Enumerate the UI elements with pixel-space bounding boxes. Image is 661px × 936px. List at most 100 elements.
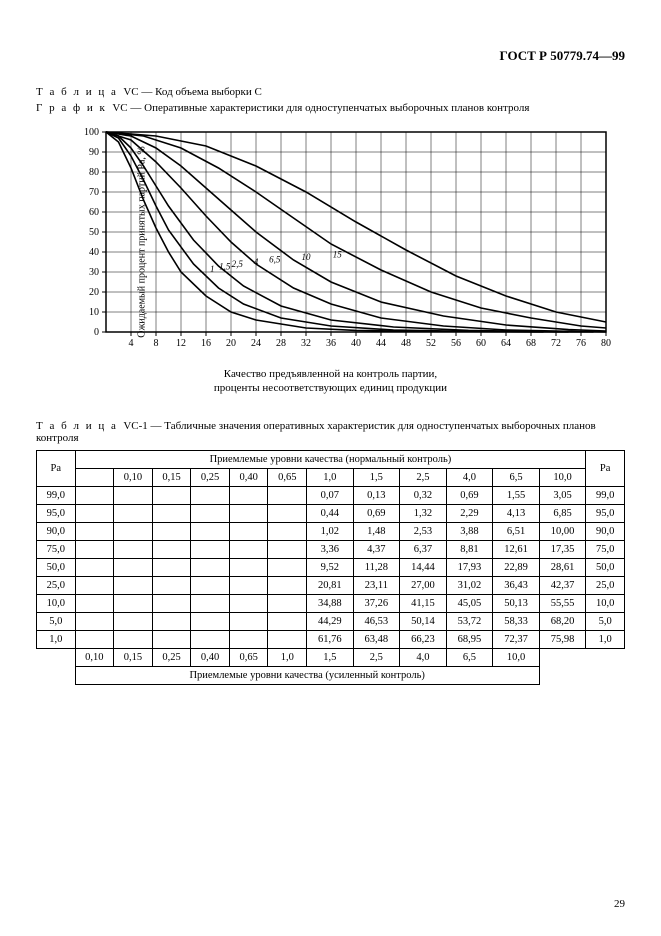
table-cell: 46,53 [353,612,400,630]
svg-text:48: 48 [401,338,411,349]
table-cell: 3,05 [539,486,586,504]
pa-value-left: 99,0 [37,486,76,504]
col-header: 10,0 [539,468,586,486]
col-header: 1,0 [307,468,354,486]
pa-value-left: 25,0 [37,576,76,594]
table-cell: 2,53 [400,522,447,540]
svg-text:32: 32 [301,338,311,349]
cell-blank [75,612,114,630]
table-cell: 22,89 [493,558,540,576]
svg-text:60: 60 [89,207,99,218]
table-vc1-caption: Т а б л и ц а VC-1 — Табличные значения … [36,420,625,444]
svg-text:0: 0 [94,327,99,338]
table-cell: 14,44 [400,558,447,576]
caption-code: VC-1 — [123,420,161,432]
caption-code: VC — [112,102,141,114]
table-cell: 34,88 [307,594,354,612]
table-cell [114,522,153,540]
svg-text:8: 8 [154,338,159,349]
pa-value-right: 1,0 [586,630,625,648]
table-cell: 42,37 [539,576,586,594]
caption-code: VC — [123,86,152,98]
table-cell: 27,00 [400,576,447,594]
table-cell: 6,85 [539,504,586,522]
table-cell: 6,51 [493,522,540,540]
table-cell: 68,20 [539,612,586,630]
table-cell [152,612,191,630]
svg-text:30: 30 [89,267,99,278]
table-cell: 75,98 [539,630,586,648]
svg-text:50: 50 [89,227,99,238]
col-header-bottom: 0,25 [152,648,191,666]
table-cell [268,558,307,576]
pa-value-left: 50,0 [37,558,76,576]
table-cell [268,630,307,648]
table-cell [229,504,268,522]
table-cell: 20,81 [307,576,354,594]
table-cell: 72,37 [493,630,540,648]
table-cell [268,522,307,540]
table-cell [152,540,191,558]
svg-text:64: 64 [501,338,511,349]
table-cell: 0,32 [400,486,447,504]
col-header: 0,25 [191,468,230,486]
pa-value-right: 75,0 [586,540,625,558]
svg-text:24: 24 [251,338,261,349]
cell-blank [75,558,114,576]
table-cell [191,630,230,648]
svg-text:52: 52 [426,338,436,349]
table-cell [268,576,307,594]
table-cell [229,594,268,612]
graphic-vc-caption: Г р а ф и к VC — Оперативные характерист… [36,102,625,114]
table-cell [114,504,153,522]
svg-text:70: 70 [89,187,99,198]
svg-text:4: 4 [129,338,134,349]
pa-value-left: 90,0 [37,522,76,540]
svg-text:4: 4 [254,257,259,267]
pa-value-right: 10,0 [586,594,625,612]
svg-text:28: 28 [276,338,286,349]
table-cell [114,630,153,648]
table-cell [229,576,268,594]
svg-text:100: 100 [84,127,99,138]
oc-chart: Ожидаемый процент принятых партий Pa, % … [56,122,616,362]
col-header: 4,0 [446,468,493,486]
table-cell: 4,37 [353,540,400,558]
col-header: 2,5 [400,468,447,486]
table-cell: 58,33 [493,612,540,630]
pa-value-right: 50,0 [586,558,625,576]
svg-text:40: 40 [89,247,99,258]
col-header: 0,15 [152,468,191,486]
table-cell [268,540,307,558]
table-cell: 4,13 [493,504,540,522]
table-cell: 10,00 [539,522,586,540]
col-header: 0,65 [268,468,307,486]
table-cell [191,540,230,558]
table-cell: 31,02 [446,576,493,594]
table-cell: 28,61 [539,558,586,576]
table-cell [191,594,230,612]
pa-header-left: Pa [37,450,76,486]
table-cell: 1,55 [493,486,540,504]
table-cell [114,540,153,558]
table-cell: 11,28 [353,558,400,576]
table-cell [152,594,191,612]
chart-sub-line2: проценты несоответствующих единиц продук… [214,382,447,394]
table-cell [229,486,268,504]
table-cell [191,522,230,540]
table-cell: 1,48 [353,522,400,540]
col-header-bottom: 0,10 [75,648,114,666]
table-cell: 0,44 [307,504,354,522]
table-cell: 6,37 [400,540,447,558]
svg-text:2,5: 2,5 [232,259,244,269]
table-cell [191,558,230,576]
table-cell: 63,48 [353,630,400,648]
svg-text:80: 80 [89,167,99,178]
table-cell [114,612,153,630]
pa-value-left: 95,0 [37,504,76,522]
page-number: 29 [614,898,625,910]
col-header-bottom: 4,0 [400,648,447,666]
svg-text:12: 12 [176,338,186,349]
svg-text:40: 40 [351,338,361,349]
table-cell [191,504,230,522]
